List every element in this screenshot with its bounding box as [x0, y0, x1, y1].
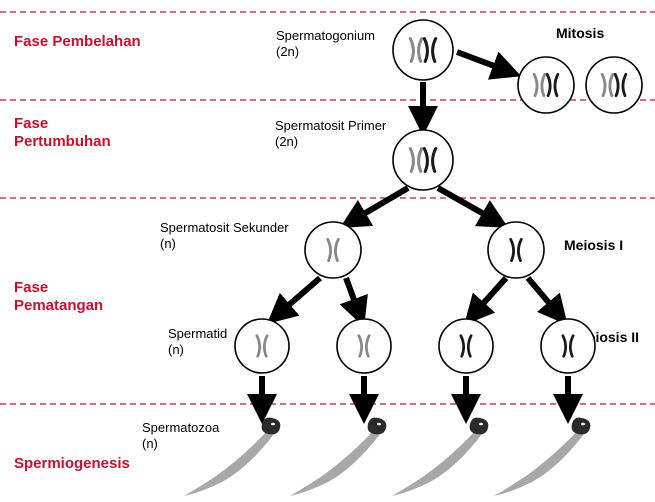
arrow-2 [350, 188, 408, 222]
phase-label-2: FasePematangan [14, 279, 103, 314]
cell-gonium [393, 20, 453, 80]
cell-label-1: Spermatosit Primer(2n) [275, 118, 387, 149]
process-label-1: Meiosis I [564, 237, 623, 253]
spermatozoa-1 [290, 418, 386, 496]
cell-sec1 [305, 222, 361, 278]
spermatozoa-2 [392, 418, 488, 496]
arrow-0 [457, 52, 510, 72]
cell-sp2 [337, 319, 391, 373]
cell-label-4: Spermatozoa(n) [142, 420, 220, 451]
phase-label-1: FasePertumbuhan [14, 115, 111, 150]
cell-label-2: Spermatosit Sekunder(n) [160, 220, 289, 251]
arrow-3 [438, 188, 498, 222]
arrow-4 [276, 278, 320, 316]
arrow-5 [346, 278, 360, 316]
cell-label-3: Spermatid(n) [168, 326, 227, 357]
cell-sp1 [235, 319, 289, 373]
phase-label-3: Spermiogenesis [14, 455, 130, 472]
cell-sp3 [439, 319, 493, 373]
cell-primer [393, 130, 453, 190]
cell-label-0: Spermatogonium(2n) [276, 28, 375, 59]
diagram-canvas: Fase Pembelahan FasePertumbuhan FasePemata… [0, 0, 655, 502]
cell-mito1 [518, 57, 574, 113]
arrow-6 [472, 278, 506, 316]
arrow-7 [528, 278, 560, 316]
cell-sp4 [541, 319, 595, 373]
cell-mito2 [586, 57, 642, 113]
process-label-0: Mitosis [556, 25, 604, 41]
cell-sec2 [488, 222, 544, 278]
phase-label-0: Fase Pembelahan [14, 33, 141, 50]
spermatozoa-3 [494, 418, 590, 496]
